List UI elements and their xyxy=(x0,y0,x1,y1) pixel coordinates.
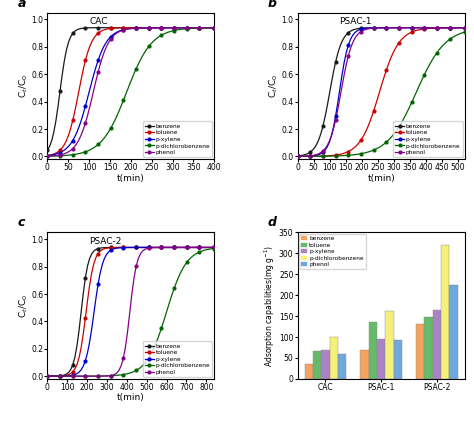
Text: PSAC-2: PSAC-2 xyxy=(89,237,121,246)
Text: b: b xyxy=(268,0,277,10)
Bar xyxy=(338,354,346,379)
Y-axis label: C$_t$/C$_0$: C$_t$/C$_0$ xyxy=(17,293,30,318)
Bar xyxy=(369,322,377,379)
Legend: benzene, toluene, p-xylene, p-dichlorobenzene, phenol: benzene, toluene, p-xylene, p-dichlorobe… xyxy=(300,234,366,269)
Legend: benzene, toluene, p-xylene, p-dichlorobenzene, phenol: benzene, toluene, p-xylene, p-dichlorobe… xyxy=(143,122,212,157)
Text: c: c xyxy=(18,216,25,229)
Bar xyxy=(321,349,329,379)
Text: a: a xyxy=(18,0,26,10)
X-axis label: t(min): t(min) xyxy=(367,174,395,183)
X-axis label: t(min): t(min) xyxy=(117,174,145,183)
Bar xyxy=(377,339,385,379)
Text: d: d xyxy=(268,216,277,229)
Y-axis label: C$_t$/C$_0$: C$_t$/C$_0$ xyxy=(17,74,30,98)
Text: PSAC-1: PSAC-1 xyxy=(339,17,372,26)
Legend: benzene, toluene, p-xylene, p-dichlorobenzene, phenol: benzene, toluene, p-xylene, p-dichlorobe… xyxy=(393,122,463,157)
Bar xyxy=(385,311,393,379)
Bar xyxy=(424,317,433,379)
Legend: benzene, toluene, p-xylene, p-dichlorobenzene, phenol: benzene, toluene, p-xylene, p-dichlorobe… xyxy=(143,341,212,377)
Bar xyxy=(305,364,313,379)
Bar xyxy=(360,349,369,379)
Y-axis label: Adsorption capabilities(mg g$^{-1}$): Adsorption capabilities(mg g$^{-1}$) xyxy=(263,245,277,367)
Bar xyxy=(416,325,424,379)
Bar xyxy=(313,351,321,379)
Text: CAC: CAC xyxy=(89,17,108,26)
Bar xyxy=(393,340,402,379)
Bar xyxy=(329,337,338,379)
X-axis label: t(min): t(min) xyxy=(117,394,145,402)
Bar xyxy=(441,245,449,379)
Bar xyxy=(449,285,457,379)
Y-axis label: C$_t$/C$_0$: C$_t$/C$_0$ xyxy=(267,74,280,98)
Bar xyxy=(433,310,441,379)
